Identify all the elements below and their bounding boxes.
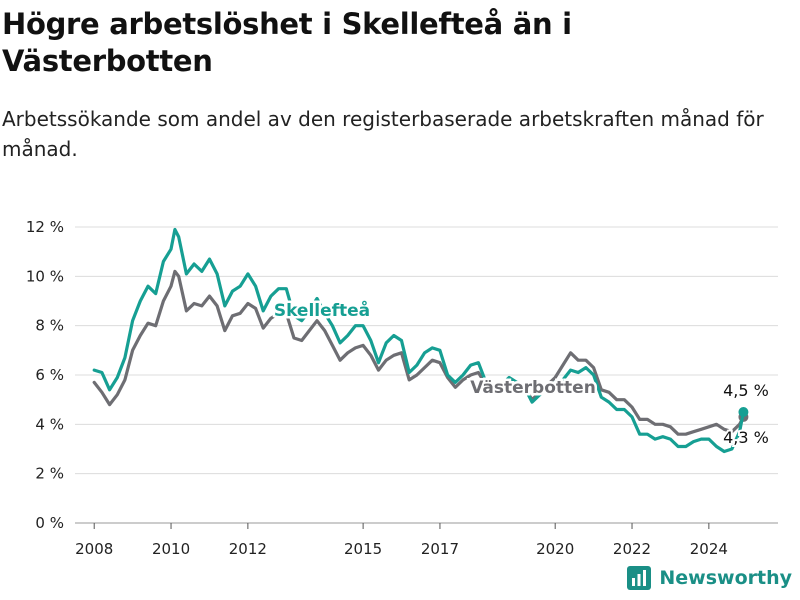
- y-tick-label: 2 %: [35, 465, 64, 483]
- chart-title: Högre arbetslöshet i Skellefteå än i Väs…: [2, 7, 572, 78]
- gridlines: [75, 226, 778, 524]
- x-tick-label: 2012: [229, 540, 267, 558]
- y-tick-label: 6 %: [35, 366, 64, 384]
- x-tick-label: 2024: [690, 540, 728, 558]
- x-tick-label: 2022: [613, 540, 651, 558]
- y-tick-label: 12 %: [26, 218, 64, 236]
- series-line-1: [92, 269, 745, 436]
- series-name-label: Västerbotten: [470, 378, 596, 398]
- end-value-label: 4,3 %: [723, 428, 769, 447]
- y-tick-label: 8 %: [35, 317, 64, 335]
- chart-subtitle: Arbetssökande som andel av den registerb…: [2, 107, 764, 161]
- y-tick-label: 4 %: [35, 415, 64, 433]
- y-tick-label: 0 %: [35, 514, 64, 532]
- x-tick-label: 2008: [75, 540, 113, 558]
- x-tick-label: 2020: [536, 540, 574, 558]
- x-tick-label: 2010: [152, 540, 190, 558]
- brand-name: Newsworthy: [659, 567, 792, 589]
- end-value-label: 4,5 %: [723, 381, 769, 400]
- y-axis-ticks: 0 % 2 % 4 % 6 % 8 % 10 % 12 %: [26, 218, 64, 532]
- newsworthy-logo: Newsworthy: [627, 566, 792, 590]
- series-lines: [92, 227, 749, 454]
- y-tick-label: 10 %: [26, 267, 64, 285]
- series-end-point: [738, 407, 749, 417]
- x-tick-label: 2015: [344, 540, 382, 558]
- series-name-label: Skellefteå: [274, 299, 370, 321]
- x-axis-ticks: 2008 2010 2012 2015 2017 2020 2022 2024: [75, 523, 728, 558]
- x-tick-label: 2017: [421, 540, 459, 558]
- series-line-0: [92, 227, 745, 454]
- bar-chart-icon: [627, 566, 652, 590]
- series-labels: Skellefteå Västerbotten 4,5 % 4,3 %: [271, 297, 771, 450]
